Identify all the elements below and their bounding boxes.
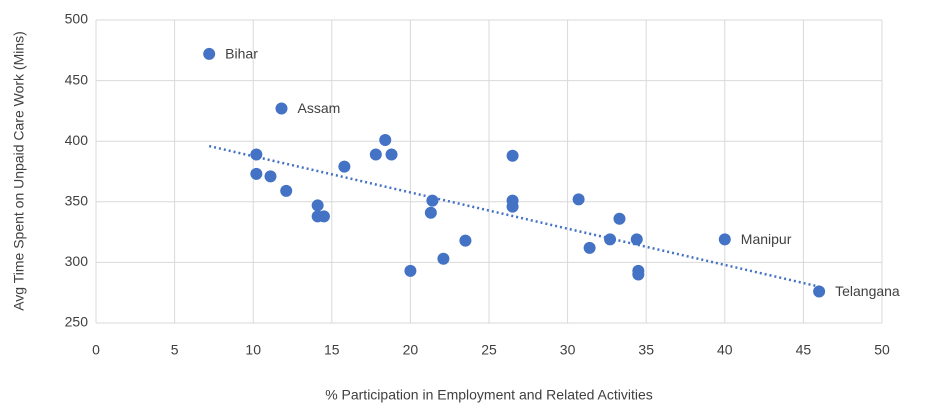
point-label: Bihar bbox=[225, 46, 258, 62]
point bbox=[275, 102, 288, 115]
point bbox=[506, 149, 519, 162]
x-tick-label: 20 bbox=[403, 342, 419, 358]
x-tick-label: 35 bbox=[638, 342, 654, 358]
point bbox=[437, 252, 450, 265]
y-tick-label: 400 bbox=[65, 132, 89, 148]
x-tick-label: 5 bbox=[171, 342, 179, 358]
point bbox=[613, 212, 626, 225]
point bbox=[604, 233, 617, 246]
point bbox=[250, 148, 263, 161]
point bbox=[459, 234, 472, 247]
point bbox=[369, 148, 382, 161]
x-axis-label: % Participation in Employment and Relate… bbox=[325, 387, 653, 403]
point bbox=[424, 206, 437, 219]
point bbox=[813, 285, 826, 298]
point bbox=[338, 160, 351, 173]
point bbox=[572, 193, 585, 206]
point bbox=[718, 233, 731, 246]
point-label: Manipur bbox=[741, 231, 792, 247]
point bbox=[264, 170, 277, 183]
point bbox=[632, 268, 645, 281]
point bbox=[280, 184, 293, 197]
y-tick-label: 450 bbox=[65, 71, 89, 87]
y-axis-label: Avg Time Spent on Unpaid Care Work (Mins… bbox=[11, 31, 27, 311]
point bbox=[506, 200, 519, 213]
x-tick-label: 50 bbox=[874, 342, 890, 358]
point bbox=[203, 47, 216, 60]
x-tick-label: 15 bbox=[324, 342, 340, 358]
point bbox=[317, 210, 330, 223]
x-tick-label: 40 bbox=[717, 342, 733, 358]
point bbox=[583, 241, 596, 254]
point bbox=[385, 148, 398, 161]
point bbox=[379, 133, 392, 146]
x-tick-label: 45 bbox=[796, 342, 812, 358]
x-tick-label: 30 bbox=[560, 342, 576, 358]
y-tick-label: 250 bbox=[65, 314, 89, 330]
trendline bbox=[208, 144, 820, 288]
x-tick-label: 10 bbox=[245, 342, 261, 358]
x-tick-label: 25 bbox=[481, 342, 497, 358]
point bbox=[250, 167, 263, 180]
y-tick-label: 500 bbox=[65, 11, 89, 27]
point bbox=[311, 199, 324, 212]
x-tick-label: 0 bbox=[92, 342, 100, 358]
point bbox=[426, 194, 439, 207]
point-label: Assam bbox=[297, 100, 340, 116]
point-label: Telangana bbox=[835, 283, 900, 299]
point bbox=[404, 264, 417, 277]
y-tick-label: 350 bbox=[65, 193, 89, 209]
y-tick-label: 300 bbox=[65, 253, 89, 269]
point bbox=[630, 233, 643, 246]
